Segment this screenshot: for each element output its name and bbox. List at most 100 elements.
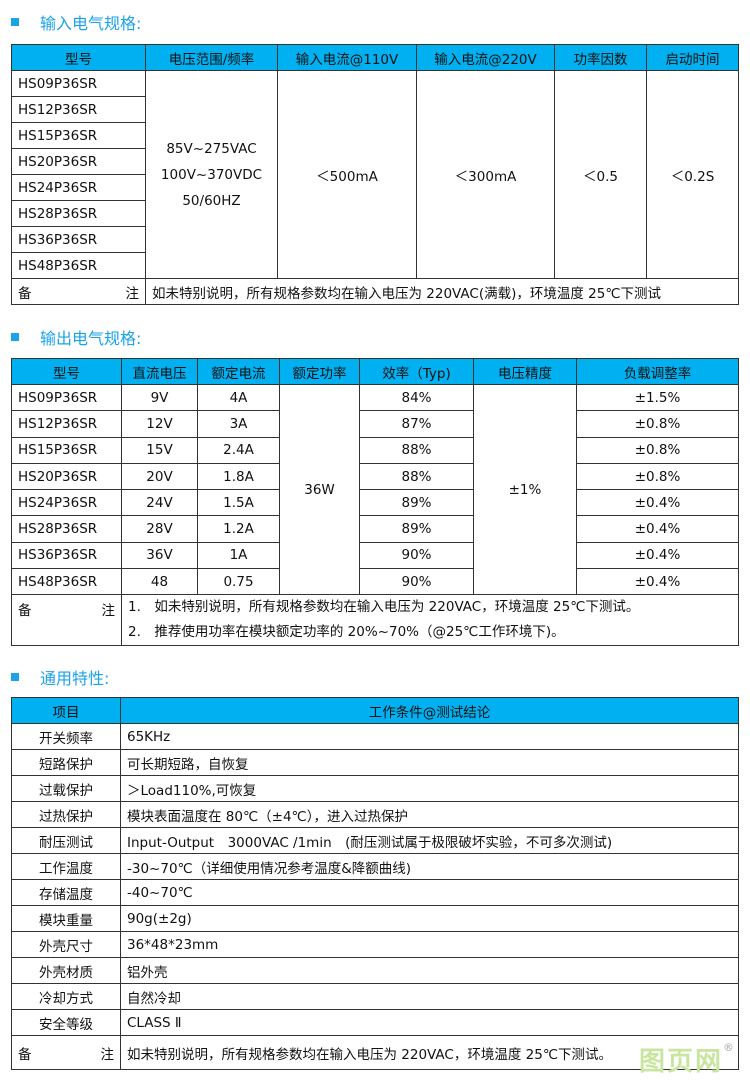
input-spec-table: 型号 电压范围/频率 输入电流@110V 输入电流@220V 功率因数 启动时间 HS09P… [11, 44, 739, 305]
value-cell: 可长期短路，自恢复 [120, 749, 739, 776]
model-cell: HS15P36SR [11, 122, 146, 149]
model-cell: HS09P36SR [11, 70, 146, 97]
table-row: 项目 工作条件@测试结论 [11, 697, 739, 724]
column-header: 负载调整率 [576, 358, 739, 385]
current-cell: 1A [197, 541, 280, 570]
table-row: 外壳材质 铝外壳 [11, 957, 739, 984]
table-row: HS36P36SR [11, 226, 739, 253]
remark-label-char: 备 [18, 1046, 32, 1063]
efficiency-cell: 90% [359, 541, 474, 570]
table-row: 过热保护 模块表面温度在 80℃（±4℃），进入过热保护 [11, 801, 739, 828]
table-row: HS09P36SR 85V~275VAC 100V~370VDC 50/60HZ ＜50… [11, 70, 739, 279]
efficiency-cell: 87% [359, 410, 474, 438]
efficiency-cell: 84% [359, 383, 474, 412]
remark-line: 2. 推荐使用功率在模块额定功率的 20%~70%（@25℃工作环境下)。 [128, 624, 565, 641]
load-regulation-cell: ±0.4% [576, 515, 739, 543]
table-row: HS12P36SR 12V 3A 87% ±0.8% [11, 410, 739, 438]
item-cell: 耐压测试 [11, 827, 121, 854]
table-row: HS28P36SR 28V 1.2A 89% ±0.4% [11, 515, 739, 543]
value-cell: 铝外壳 [120, 957, 739, 984]
column-header: 型号 [11, 44, 146, 71]
model-cell: HS28P36SR [11, 200, 146, 227]
table-row: 耐压测试 Input-Output 3000VAC /1min (耐压测试属于极限… [11, 827, 739, 854]
item-cell: 过载保护 [11, 775, 121, 802]
current110-cell: ＜500mA [277, 70, 417, 279]
item-cell: 过热保护 [11, 801, 121, 828]
table-row: HS15P36SR [11, 122, 739, 149]
model-cell: HS36P36SR [11, 541, 122, 570]
column-header: 工作条件@测试结论 [120, 697, 739, 724]
value-cell: ＞Load110%,可恢复 [120, 775, 739, 802]
voltage-line: 85V~275VAC [166, 140, 257, 157]
table-row: HS12P36SR [11, 96, 739, 123]
model-cell: HS09P36SR [11, 383, 122, 412]
section-title: 输入电气规格: [40, 14, 142, 33]
table-row: HS48P36SR [11, 252, 739, 279]
model-cell: HS20P36SR [11, 462, 122, 491]
current-cell: 2.4A [197, 436, 280, 464]
section-title: 通用特性: [40, 669, 110, 688]
item-cell: 冷却方式 [11, 983, 121, 1010]
section-general-title: 通用特性: [11, 665, 109, 689]
load-regulation-cell: ±0.8% [576, 462, 739, 491]
column-header: 电压范围/频率 [145, 44, 278, 71]
current-cell: 1.2A [197, 515, 280, 543]
table-row: HS15P36SR 15V 2.4A 88% ±0.8% [11, 436, 739, 464]
table-row: 短路保护 可长期短路，自恢复 [11, 749, 739, 776]
table-row: 备注 1. 如未特别说明，所有规格参数均在输入电压为 220VAC，环境温度 25… [11, 594, 739, 647]
model-cell: HS15P36SR [11, 436, 122, 464]
item-cell: 外壳尺寸 [11, 931, 121, 958]
voltage-cell: 15V [121, 436, 198, 464]
model-cell: HS24P36SR [11, 174, 146, 201]
model-cell: HS48P36SR [11, 252, 146, 279]
model-cell: HS36P36SR [11, 226, 146, 253]
voltage-line: 50/60HZ [182, 192, 241, 209]
remark-label: 备注 [18, 282, 139, 302]
table-row: 型号 电压范围/频率 输入电流@110V 输入电流@220V 功率因数 启动时间 [11, 44, 739, 71]
table-row: 存储温度 -40~70℃ [11, 879, 739, 906]
column-header: 启动时间 [646, 44, 739, 71]
table-row: 安全等级 CLASS Ⅱ [11, 1009, 739, 1036]
efficiency-cell: 88% [359, 462, 474, 491]
voltage-cell: 9V [121, 383, 198, 412]
remark-label-cell: 备注 [11, 594, 122, 647]
value-cell: Input-Output 3000VAC /1min (耐压测试属于极限破坏实验… [120, 827, 739, 854]
bullet-square-icon [11, 673, 19, 681]
table-row: 开关频率 65KHz [11, 723, 739, 750]
item-cell: 工作温度 [11, 853, 121, 880]
voltage-cell: 12V [121, 410, 198, 438]
voltage-cell: 85V~275VAC 100V~370VDC 50/60HZ [145, 70, 278, 279]
remark-label: 备注 [18, 599, 115, 619]
section-input-title: 输入电气规格: [11, 10, 141, 34]
load-regulation-cell: ±0.8% [576, 436, 739, 464]
table-row: HS24P36SR 24V 1.5A 89% ±0.4% [11, 489, 739, 517]
voltage-cell: 28V [121, 515, 198, 543]
column-header: 直流电压 [121, 358, 198, 385]
column-header: 功率因数 [554, 44, 647, 71]
watermark-logo: 图页网® [638, 1041, 736, 1077]
table-row: 备注如未特别说明，所有规格参数均在输入电压为 220VAC，环境温度 25℃下测… [11, 1035, 739, 1070]
load-regulation-cell: ±0.4% [576, 568, 739, 596]
model-cell: HS12P36SR [11, 96, 146, 123]
table-row: HS28P36SR [11, 200, 739, 227]
table-row: HS36P36SR 36V 1A 90% ±0.4% [11, 541, 739, 570]
remark-label-cell: 备注 [11, 278, 146, 305]
column-header: 输入电流@220V [416, 44, 555, 71]
current-cell: 0.75 [197, 568, 280, 596]
load-regulation-cell: ±0.8% [576, 410, 739, 438]
remark-label: 备注 [18, 1043, 114, 1063]
load-regulation-cell: ±0.4% [576, 541, 739, 570]
column-header: 输入电流@110V [277, 44, 417, 71]
table-row: HS20P36SR 20V 1.8A 88% ±0.8% [11, 462, 739, 491]
table-row: 型号 直流电压 额定电流 额定功率 效率（Typ) 电压精度 负载调整率 [11, 358, 739, 385]
bullet-square-icon [11, 333, 19, 341]
item-cell: 存储温度 [11, 879, 121, 906]
column-header: 效率（Typ) [359, 358, 474, 385]
column-header: 额定电流 [197, 358, 280, 385]
item-cell: 安全等级 [11, 1009, 121, 1036]
item-cell: 模块重量 [11, 905, 121, 932]
current-cell: 3A [197, 410, 280, 438]
voltage-line: 100V~370VDC [160, 166, 263, 183]
voltage-cell: 36V [121, 541, 198, 570]
load-regulation-cell: ±1.5% [576, 383, 739, 412]
